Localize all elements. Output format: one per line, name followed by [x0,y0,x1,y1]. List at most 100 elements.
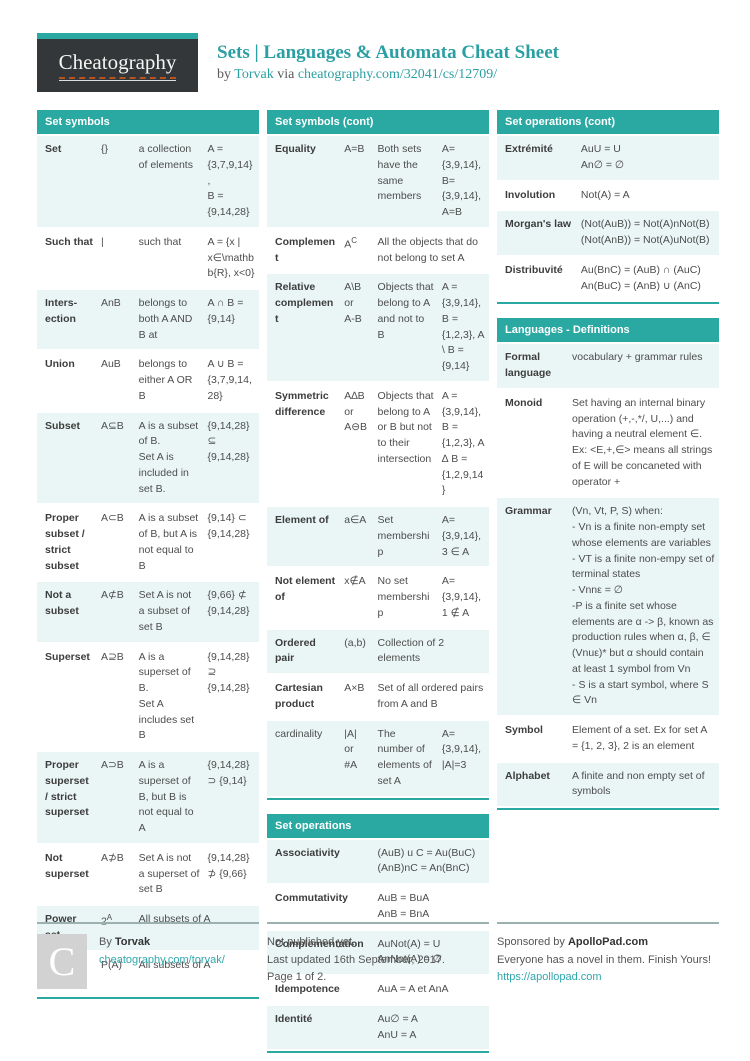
term-cell: Commutativity [275,892,348,904]
term-cell: Formal language [497,344,569,389]
byline: by Torvak via cheatography.com/32041/cs/… [217,67,559,83]
table-title: Set symbols (cont) [267,110,489,134]
term-cell: Idempotence [275,983,340,995]
table-set-operations-cont: Set operations (cont) Extrémité AuU = U An… [497,110,719,305]
term-cell: Involution [505,188,556,201]
value-cell: A = {x | x∈\mathbb{R}, x<0} [207,235,255,280]
term-cell: Superset [45,650,90,663]
table-languages-definitions: Languages - Definitions Formal language vo… [497,318,719,810]
term-cell: Union [45,358,75,371]
value-cell: A\B or A-B [340,273,374,382]
table-row: Complementation AuNot(A) = U AnNot(A) = ∅ [267,929,489,975]
value-cell: such that [138,235,182,248]
value-cell: Element of a set. Ex for set A = {1, 2, … [572,724,707,752]
value-cell: P(A) [100,958,122,971]
table-set-symbols: Set symbols Set{} a collection of elements… [37,110,259,999]
term-cell: Relative complement [267,273,341,382]
sponsor-name: ApolloPad.com [567,936,649,948]
table-row: Grammar (Vn, Vt, P, S) when: - Vn is a fi… [497,497,719,716]
table-row: Proper subset / strict subset A⊂B A is a s… [37,504,259,582]
table-row: Not element of x∉A No set membership A= {3,… [267,567,489,629]
table-row: Involution Not(A) = A [497,181,719,211]
term-cell: Morgan's law [497,210,577,256]
table-row: Equality A=B Both sets have the same membe… [267,136,489,228]
value-cell: AuU = U An∅ = ∅ [576,136,719,181]
table-row: Cartesian product A×B Set of all ordered p… [267,674,489,720]
sponsor-link[interactable]: https://apollopad.com [497,971,602,984]
byline-prefix: by [217,67,231,82]
table-row: Set{} a collection of elements A = {3,7,9,… [37,136,259,228]
value-cell: A= {3,9,14}, 3 ∈ A [437,506,489,568]
table-row: Extrémité AuU = U An∅ = ∅ [497,136,719,181]
value-cell: Au∅ = A AnU = A [373,1004,489,1051]
term-cell: Element of [267,506,341,568]
term-cell: Subset [37,411,97,505]
value-cell: a collection of elements [134,136,204,228]
value-cell: vocabulary + grammar rules [568,344,719,389]
value-cell: a∈A [340,506,374,568]
term-cell: Grammar [497,497,569,716]
term-cell: Proper superset / strict superset [37,751,97,844]
value-cell: A= {3,9,14}, B= {3,9,14}, A=B [437,136,489,228]
source-link[interactable]: cheatography.com/32041/cs/12709/ [297,67,498,82]
value-cell: A∆B or A⊖B [344,389,368,434]
value-cell: {9,14,28} ⊆ {9,14,28} [203,411,259,505]
value-cell: A finite and non empty set of symbols [568,761,719,807]
content-columns: Set symbols Set{} a collection of elements… [37,110,719,1054]
value-cell: A = {3,9,14}, B = {1,2,3}, A \ B = {9,14… [437,273,489,382]
value-cell: Collection of 2 elements [373,628,489,674]
term-cell: Alphabet [497,761,569,807]
value-cell: A is a subset of B, but A is not equal t… [138,512,199,572]
value-cell: Set A is not a subset of set B [134,581,204,643]
cheatography-logo[interactable]: Cheatography [37,33,198,92]
column-2: Set symbols (cont) Equality A=B Both sets h… [267,110,489,1054]
table-row: Not superset A⊅B Set A is not a superset o… [37,844,259,905]
value-cell: Au(BnC) = (AuB) ∩ (AuC) An(BuC) = (AnB) … [580,263,701,292]
table-row: Union AuB belongs to either A OR B A ∪ B = … [37,350,259,412]
value-cell: All subsets of A [134,905,259,951]
footer-author-text: By Torvak cheatography.com/torvak/ [99,934,225,989]
table-row: Symmetric difference A∆B or A⊖B Objects th… [267,382,489,506]
term-cell: Extrémité [497,136,577,181]
column-3: Set operations (cont) Extrémité AuU = U An… [497,110,719,810]
last-updated: Last updated 16th September, 2017. [267,953,445,966]
value-cell: belongs to either A OR B [138,358,193,402]
term-cell: Symmetric difference [275,389,329,418]
term-cell: Such that [45,235,93,248]
value-cell: A is a subset of B. Set A is included in… [134,411,204,505]
term-cell: Not element of [275,575,336,603]
value-cell: A=B [340,136,374,228]
author-link[interactable]: Torvak [234,67,274,82]
column-1: Set symbols Set{} a collection of elements… [37,110,259,999]
value-cell: Set having an internal binary operation … [572,396,713,488]
value-cell: belongs to both A AND B at [134,289,204,351]
value-cell: A⊄B [96,581,135,643]
value-cell: (Vn, Vt, P, S) when: - Vn is a finite no… [568,497,719,716]
table-row: Monoid Set having an internal binary oper… [497,389,719,498]
value-cell: | [100,235,104,248]
value-cell: Both sets have the same members [373,136,438,228]
value-cell: A = {3,7,9,14}, B = {9,14,28} [203,136,259,228]
value-cell: {9,66} ⊄ {9,14,28} [203,581,259,643]
table-set-symbols-cont: Set symbols (cont) Equality A=B Both sets h… [267,110,489,800]
value-cell: AuB [100,358,121,371]
value-cell: A ∪ B = {3,7,9,14,28} [207,358,252,402]
value-cell: Set A is not a superset of set B [138,851,200,896]
table-row: cardinality |A| or #A The number of elemen… [267,719,489,797]
value-cell: All subsets of A [138,958,211,971]
value-cell: (Not(AuB)) = Not(A)nNot(B) (Not(AnB)) = … [576,210,719,256]
c-logo-letter: C [48,938,76,984]
table-set-operations: Set operations Associativity (AuB) u C = A… [267,813,489,1054]
value-cell: A= {3,9,14}, |A|=3 [437,719,489,797]
table-title: Languages - Definitions [497,318,719,343]
footer-author-link[interactable]: cheatography.com/torvak/ [99,953,225,966]
value-cell: {9,14,28} ⊃ {9,14} [203,751,259,844]
table-row: Symbol Element of a set. Ex for set A = {… [497,716,719,762]
term-cell: Identité [267,1004,374,1051]
page-header: Cheatography Sets | Languages & Automata… [37,33,713,92]
value-cell: A⊇B [100,650,124,663]
table-row: Alphabet A finite and non empty set of sy… [497,761,719,807]
table-row: Proper superset / strict superset A⊃B A is… [37,751,259,844]
table-row: Commutativity AuB = BuA AnB = BnA [267,884,489,930]
table-row: Distribuvité Au(BnC) = (AuB) ∩ (AuC) An(B… [497,256,719,302]
